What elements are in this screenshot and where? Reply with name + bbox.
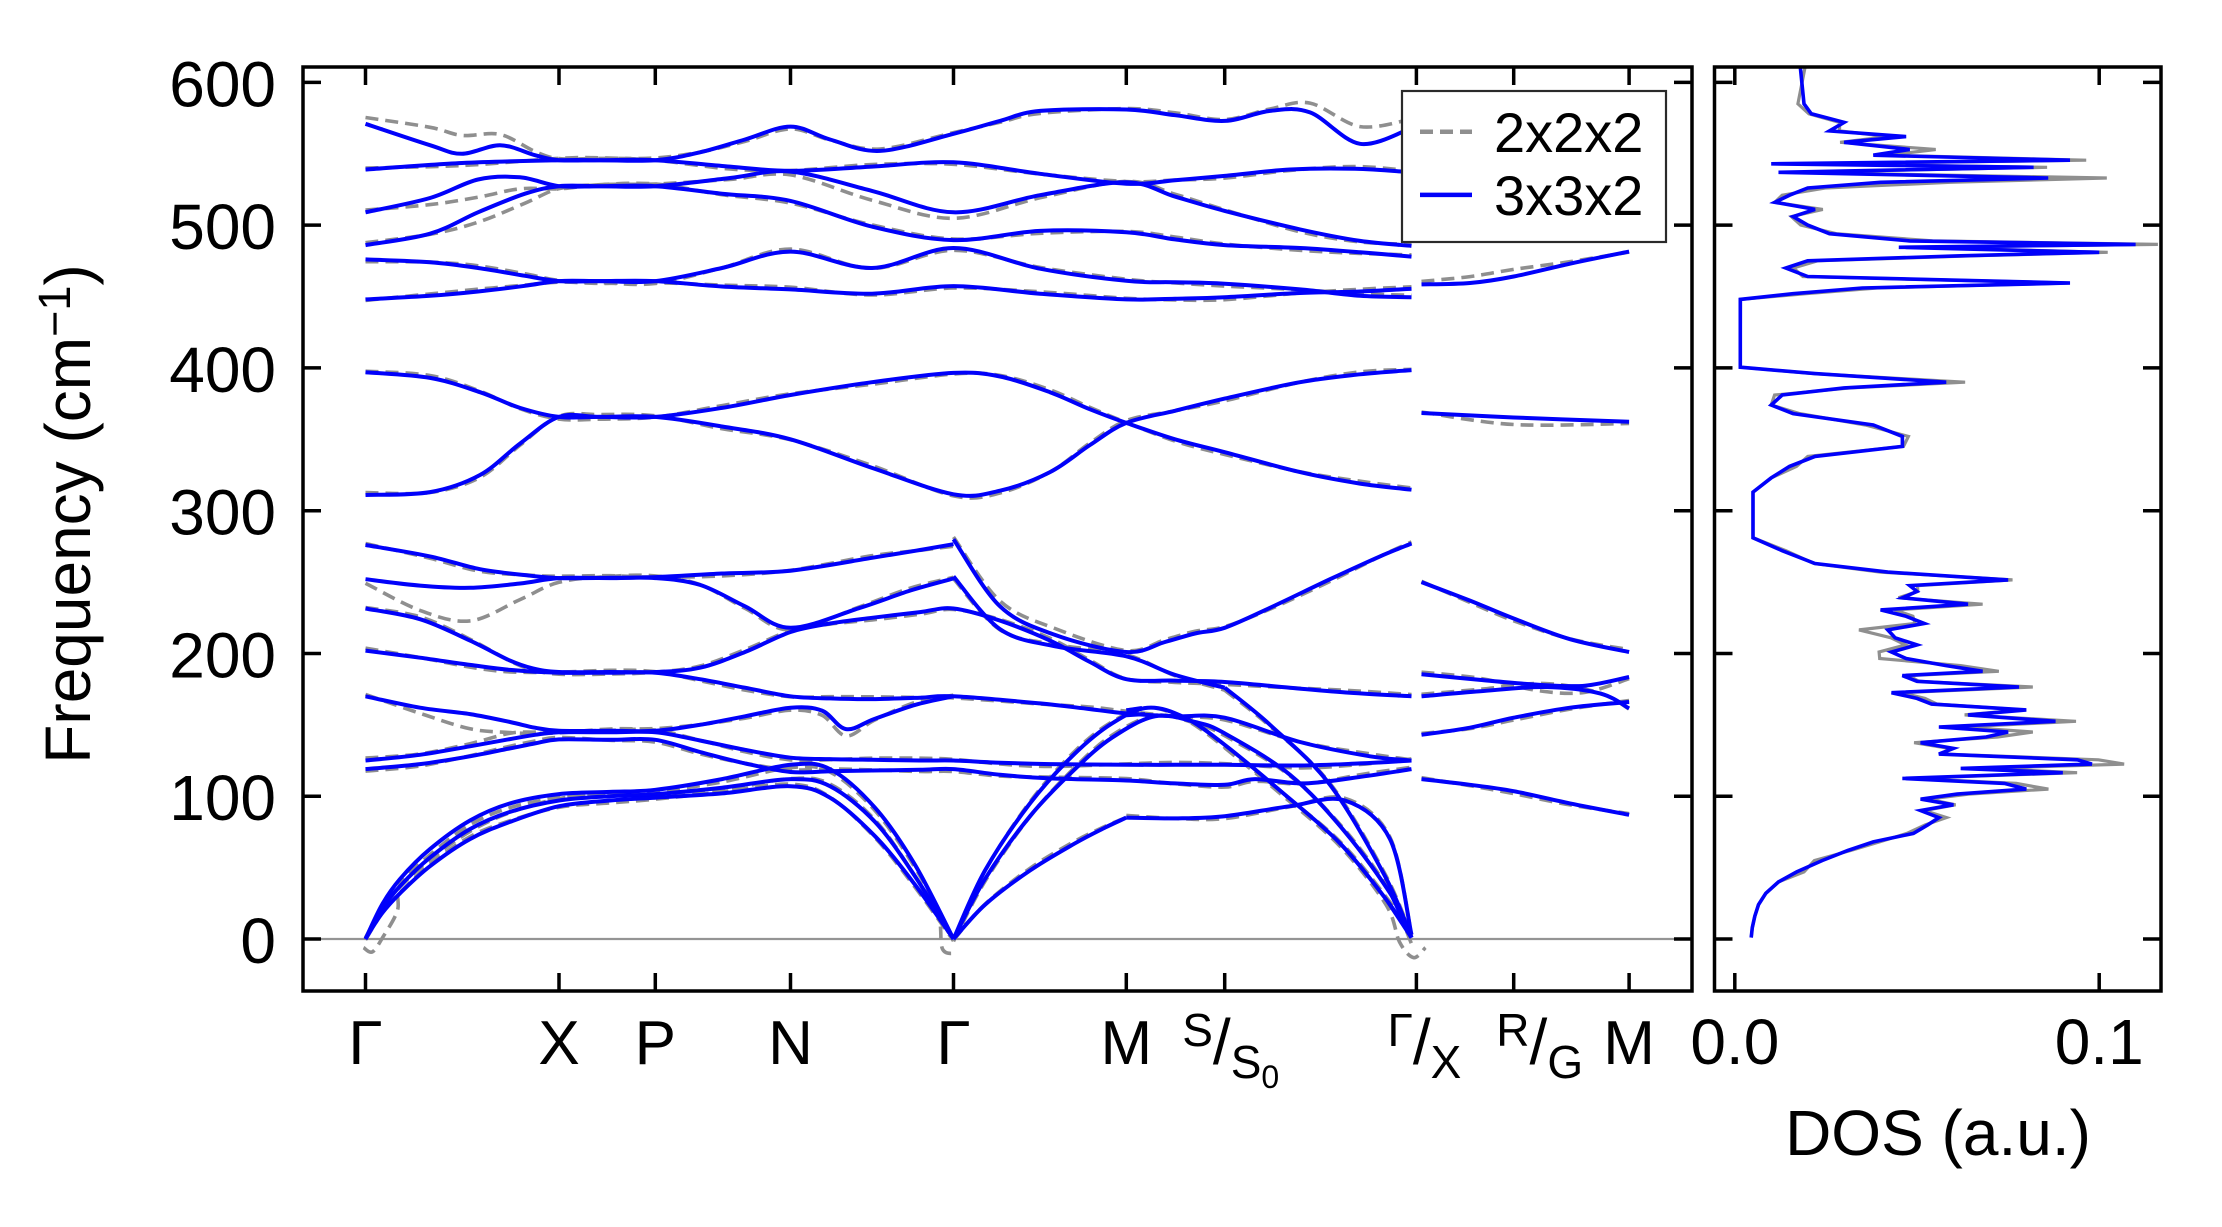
svg-text:0: 0 [240,905,276,977]
svg-text:Γ/X: Γ/X [1387,1004,1461,1088]
svg-text:500: 500 [169,191,276,263]
svg-text:0.0: 0.0 [1690,1006,1779,1078]
svg-text:Frequency (cm−1): Frequency (cm−1) [29,264,104,763]
svg-text:2x2x2: 2x2x2 [1494,101,1643,164]
svg-text:S/S0: S/S0 [1182,1004,1279,1095]
svg-text:R/G: R/G [1496,1004,1583,1088]
svg-text:0.1: 0.1 [2055,1006,2144,1078]
svg-text:3x3x2: 3x3x2 [1494,164,1643,227]
svg-text:Γ: Γ [936,1009,970,1078]
svg-text:DOS (a.u.): DOS (a.u.) [1785,1097,2091,1169]
svg-text:200: 200 [169,620,276,692]
svg-text:M: M [1100,1009,1152,1078]
svg-text:100: 100 [169,762,276,834]
svg-text:300: 300 [169,477,276,549]
svg-text:N: N [768,1009,813,1078]
svg-text:X: X [538,1009,579,1078]
svg-text:400: 400 [169,334,276,406]
svg-text:600: 600 [169,48,276,120]
svg-text:M: M [1603,1009,1655,1078]
svg-text:P: P [635,1009,676,1078]
svg-text:Γ: Γ [348,1009,382,1078]
